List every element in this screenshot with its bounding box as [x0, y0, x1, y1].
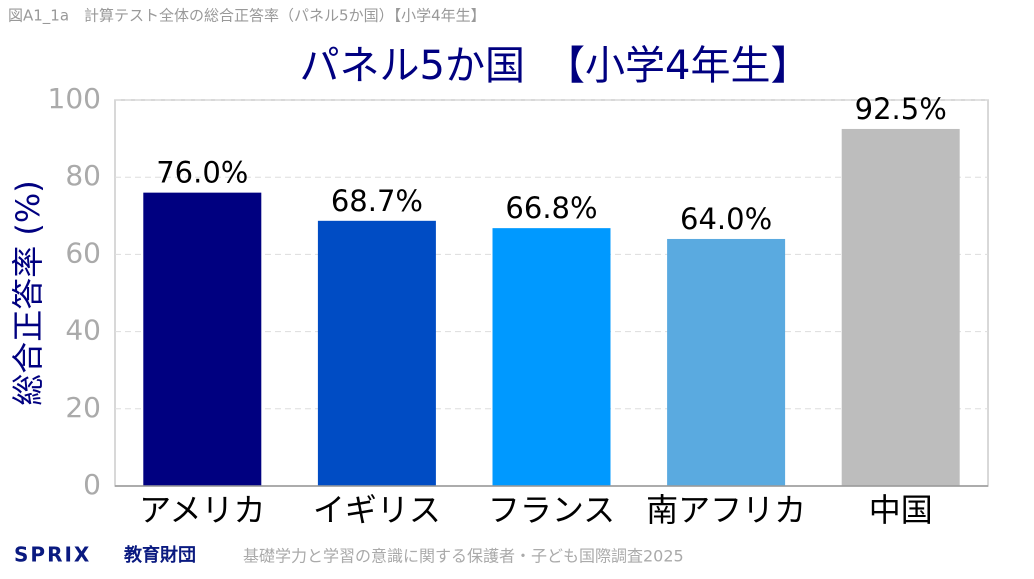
x-tick-label: アメリカ	[139, 491, 265, 529]
y-tick-label: 0	[83, 468, 101, 501]
bar	[841, 128, 960, 486]
value-label: 76.0%	[156, 156, 248, 190]
bar	[317, 220, 436, 486]
y-tick-label: 40	[65, 314, 101, 347]
value-label: 66.8%	[505, 191, 597, 225]
header: 図A1_1a 計算テスト全体の総合正答率（パネル5か国）【小学4年生】	[8, 7, 486, 26]
x-tick-label: イギリス	[313, 491, 441, 529]
x-tick-label: 南アフリカ	[646, 491, 806, 529]
source: 基礎学力と学習の意識に関する保護者・子ども国際調査2025	[243, 547, 684, 566]
bar	[143, 192, 262, 486]
y-tick-label: 100	[48, 82, 101, 115]
logo-sub: 教育財団	[124, 544, 196, 566]
y-axis-label: 総合正答率 (%)	[9, 180, 47, 406]
logo-name: SPRIX	[14, 543, 91, 567]
bar	[667, 238, 786, 486]
bar	[492, 228, 611, 487]
value-label: 92.5%	[855, 92, 947, 126]
y-tick-label: 60	[65, 236, 101, 269]
x-tick-label: フランス	[488, 491, 615, 529]
chart-title: パネル5か国 【小学4年生】	[300, 43, 811, 89]
y-tick-label: 80	[65, 159, 101, 192]
value-label: 64.0%	[680, 202, 772, 236]
x-tick-label: 中国	[869, 491, 933, 529]
y-tick-label: 20	[65, 391, 101, 424]
value-label: 68.7%	[331, 184, 423, 218]
